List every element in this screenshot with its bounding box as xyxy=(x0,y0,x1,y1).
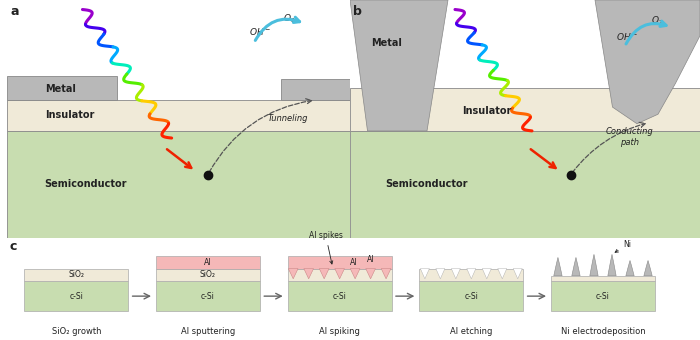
Bar xyxy=(350,131,700,238)
Polygon shape xyxy=(350,0,448,131)
Bar xyxy=(551,281,655,311)
Text: Al spiking: Al spiking xyxy=(319,327,360,336)
Polygon shape xyxy=(382,269,391,279)
Bar xyxy=(156,269,260,281)
Text: SiO₂: SiO₂ xyxy=(69,270,84,279)
Text: c-Si: c-Si xyxy=(464,292,478,301)
Text: SiO₂ growth: SiO₂ growth xyxy=(52,327,101,336)
Text: c-Si: c-Si xyxy=(596,292,610,301)
Text: c: c xyxy=(9,240,17,253)
Text: Metal: Metal xyxy=(45,84,76,94)
Text: Metal: Metal xyxy=(371,38,402,48)
Text: $O_2$: $O_2$ xyxy=(651,15,664,27)
Bar xyxy=(281,79,350,100)
Bar xyxy=(7,100,350,131)
Bar xyxy=(350,88,700,131)
Bar xyxy=(7,131,350,238)
Text: Insulator: Insulator xyxy=(462,106,512,116)
Text: Semiconductor: Semiconductor xyxy=(385,180,468,189)
Text: c-Si: c-Si xyxy=(69,292,83,301)
Text: Al: Al xyxy=(350,258,357,267)
Bar xyxy=(419,281,524,311)
Polygon shape xyxy=(467,269,476,279)
Text: Tunneling: Tunneling xyxy=(268,114,309,123)
Bar xyxy=(288,256,391,269)
Polygon shape xyxy=(421,269,429,279)
Bar xyxy=(25,281,128,311)
Bar xyxy=(551,276,655,281)
Text: Al: Al xyxy=(204,258,211,267)
Text: b: b xyxy=(354,5,363,18)
Bar xyxy=(25,269,128,281)
Bar xyxy=(7,76,117,100)
Polygon shape xyxy=(595,0,700,124)
Polygon shape xyxy=(608,260,616,276)
Bar xyxy=(288,281,391,311)
Polygon shape xyxy=(572,257,580,276)
Bar xyxy=(156,281,260,311)
Polygon shape xyxy=(482,269,491,279)
Text: Ni: Ni xyxy=(615,240,631,252)
Polygon shape xyxy=(288,269,298,279)
Text: Conducting
path: Conducting path xyxy=(606,127,654,147)
Text: $OH^-$: $OH^-$ xyxy=(248,26,271,36)
Polygon shape xyxy=(350,269,360,279)
Text: c-Si: c-Si xyxy=(332,292,346,301)
Polygon shape xyxy=(335,269,344,279)
Polygon shape xyxy=(304,269,314,279)
Text: SiO₂: SiO₂ xyxy=(200,270,216,279)
Polygon shape xyxy=(319,269,329,279)
Text: Insulator: Insulator xyxy=(45,110,94,120)
Polygon shape xyxy=(452,269,461,279)
Text: $OH^-$: $OH^-$ xyxy=(616,32,638,42)
Text: Al spikes: Al spikes xyxy=(309,231,343,264)
Polygon shape xyxy=(498,269,507,279)
Text: Semiconductor: Semiconductor xyxy=(45,180,127,189)
Text: Al sputtering: Al sputtering xyxy=(181,327,235,336)
Polygon shape xyxy=(513,269,522,279)
Text: $O_2$: $O_2$ xyxy=(283,13,295,25)
Text: a: a xyxy=(10,5,19,18)
Polygon shape xyxy=(644,257,652,276)
Text: Ni electrodeposition: Ni electrodeposition xyxy=(561,327,645,336)
Polygon shape xyxy=(626,257,634,276)
Text: Al etching: Al etching xyxy=(450,327,493,336)
Bar xyxy=(419,269,524,281)
Bar xyxy=(288,269,391,281)
Polygon shape xyxy=(590,260,598,276)
Text: Al: Al xyxy=(368,255,375,265)
Bar xyxy=(156,256,260,269)
Polygon shape xyxy=(436,269,445,279)
Polygon shape xyxy=(554,254,562,276)
Text: c-Si: c-Si xyxy=(201,292,215,301)
Polygon shape xyxy=(365,269,375,279)
